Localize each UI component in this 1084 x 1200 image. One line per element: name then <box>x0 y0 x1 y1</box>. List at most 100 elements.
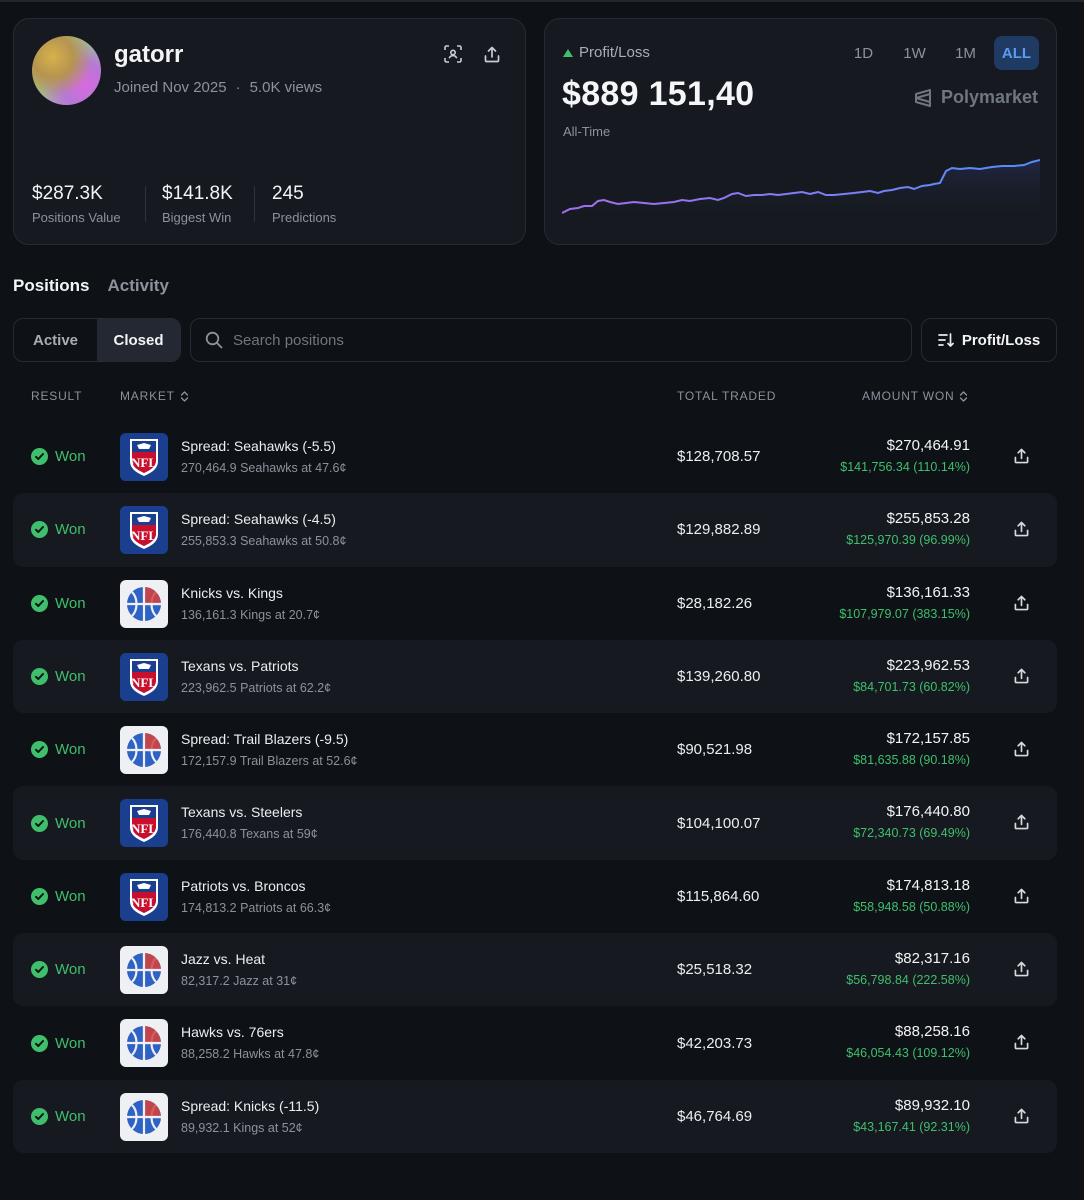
league-logo: NFL <box>120 872 168 921</box>
stat-divider <box>254 186 255 222</box>
amount-won: $136,161.33 <box>886 583 970 601</box>
column-header-total-traded: TOTAL TRADED <box>677 389 777 403</box>
market-title[interactable]: Texans vs. Patriots <box>181 657 299 674</box>
pnl-chart-line <box>562 159 1040 214</box>
stat-value: $287.3K <box>32 183 103 204</box>
table-row[interactable]: Won NFL Texans vs. Patriots 223,962.5 Pa… <box>13 639 1057 714</box>
svg-text:NFL: NFL <box>131 455 157 470</box>
league-logo: NFL <box>120 433 168 481</box>
amount-won: $270,464.91 <box>886 437 970 454</box>
result-label: Won <box>55 1107 86 1125</box>
market-title[interactable]: Patriots vs. Broncos <box>181 877 306 894</box>
pl-label-text: Profit/Loss <box>579 44 650 61</box>
table-row[interactable]: Won Jazz vs. Heat 82,317.2 Jazz at 31¢ $… <box>13 933 1057 1007</box>
amount-won: $176,440.80 <box>886 803 970 821</box>
market-position: 89,932.1 Kings at 52¢ <box>181 1120 303 1135</box>
search-box <box>190 318 912 362</box>
svg-text:NFL: NFL <box>131 528 157 543</box>
total-traded: $28,182.26 <box>677 594 753 612</box>
check-circle-icon <box>31 887 48 905</box>
check-circle-icon <box>31 448 48 466</box>
basketball-icon <box>127 586 161 621</box>
polymarket-brand: Polymarket <box>913 87 1038 108</box>
check-circle-icon <box>31 668 48 686</box>
scan-icon[interactable] <box>442 43 464 65</box>
table-row[interactable]: Won Hawks vs. 76ers 88,258.2 Hawks at 47… <box>13 1006 1057 1080</box>
result-label: Won <box>55 741 86 759</box>
result-label: Won <box>55 668 86 686</box>
column-header-market[interactable]: MARKET <box>120 389 189 403</box>
stat-predictions: 245 Predictions <box>272 183 336 225</box>
league-logo <box>120 1019 168 1068</box>
market-title[interactable]: Knicks vs. Kings <box>181 584 283 601</box>
market-title[interactable]: Hawks vs. 76ers <box>181 1024 284 1041</box>
league-logo <box>120 946 168 995</box>
range-tab-1m[interactable]: 1M <box>955 44 976 62</box>
meta-separator: · <box>235 79 241 96</box>
pl-value: $889 151,40 <box>562 75 755 113</box>
svg-text:NFL: NFL <box>131 675 157 690</box>
stat-value: $141.8K <box>162 183 233 204</box>
share-icon[interactable] <box>1011 666 1031 686</box>
username: gatorr <box>114 41 184 68</box>
market-position: 174,813.2 Patriots at 66.3¢ <box>181 900 332 915</box>
column-header-amount-won[interactable]: AMOUNT WON <box>862 389 968 403</box>
result-cell: Won <box>31 786 86 859</box>
tab-positions[interactable]: Positions <box>13 276 90 295</box>
share-icon[interactable] <box>1011 886 1031 906</box>
pnl-chart <box>562 159 1040 219</box>
table-row[interactable]: Won NFL Patriots vs. Broncos 174,813.2 P… <box>13 859 1057 934</box>
share-icon[interactable] <box>1011 739 1031 759</box>
table-row[interactable]: Won Spread: Knicks (-11.5) 89,932.1 King… <box>13 1079 1057 1153</box>
share-icon[interactable] <box>1011 812 1031 832</box>
market-title[interactable]: Spread: Seahawks (-5.5) <box>181 438 336 454</box>
share-icon[interactable] <box>481 43 503 65</box>
market-title[interactable]: Spread: Knicks (-11.5) <box>181 1097 320 1114</box>
avatar[interactable] <box>32 36 101 105</box>
share-icon[interactable] <box>1011 519 1031 539</box>
result-cell: Won <box>31 860 86 933</box>
joined-date: Joined Nov 2025 <box>114 79 227 96</box>
range-tab-1d[interactable]: 1D <box>853 44 874 62</box>
share-icon[interactable] <box>1011 1032 1031 1052</box>
sort-button[interactable]: Profit/Loss <box>921 318 1057 362</box>
search-input[interactable] <box>233 331 873 349</box>
result-label: Won <box>55 594 86 612</box>
stat-divider <box>145 186 146 222</box>
table-row[interactable]: Won NFL Spread: Seahawks (-4.5) 255,853.… <box>13 493 1057 567</box>
result-cell: Won <box>31 420 86 493</box>
share-icon[interactable] <box>1011 1106 1031 1126</box>
market-title[interactable]: Texans vs. Steelers <box>181 804 303 821</box>
column-header-label: MARKET <box>120 389 175 403</box>
market-title[interactable]: Spread: Trail Blazers (-9.5) <box>181 731 349 748</box>
table-row[interactable]: Won NFL Spread: Seahawks (-5.5) 270,464.… <box>13 420 1057 494</box>
stat-positions-value: $287.3K Positions Value <box>32 183 121 225</box>
table-row[interactable]: Won Spread: Trail Blazers (-9.5) 172,157… <box>13 713 1057 787</box>
market-title[interactable]: Spread: Seahawks (-4.5) <box>181 511 336 528</box>
range-tab-1w[interactable]: 1W <box>903 44 926 62</box>
share-icon[interactable] <box>1011 593 1031 613</box>
amount-won: $174,813.18 <box>886 876 970 894</box>
result-cell: Won <box>31 1006 86 1079</box>
trend-up-icon <box>563 48 573 57</box>
table-row[interactable]: Won Knicks vs. Kings 136,161.3 Kings at … <box>13 566 1057 640</box>
share-icon[interactable] <box>1011 959 1031 979</box>
polymarket-logo-icon <box>914 88 931 107</box>
table-row[interactable]: Won NFL Texans vs. Steelers 176,440.8 Te… <box>13 786 1057 860</box>
market-title[interactable]: Jazz vs. Heat <box>181 951 266 968</box>
stat-label: Predictions <box>272 210 337 225</box>
status-segmented-control: Active Closed <box>13 318 181 362</box>
filter-closed-button[interactable]: Closed <box>97 319 180 361</box>
market-position: 223,962.5 Patriots at 62.2¢ <box>181 680 332 695</box>
range-tab-all[interactable]: ALL <box>994 36 1039 70</box>
tab-activity[interactable]: Activity <box>107 276 169 295</box>
total-traded: $139,260.80 <box>677 668 761 686</box>
nfl-logo-icon: NFL <box>120 433 168 481</box>
filter-active-button[interactable]: Active <box>32 331 79 349</box>
total-traded: $115,864.60 <box>677 887 760 905</box>
nfl-logo-icon: NFL <box>120 799 168 848</box>
sort-toggle-icon <box>180 390 189 402</box>
share-icon[interactable] <box>1011 446 1031 466</box>
result-cell: Won <box>31 1080 86 1153</box>
result-label: Won <box>55 887 86 905</box>
